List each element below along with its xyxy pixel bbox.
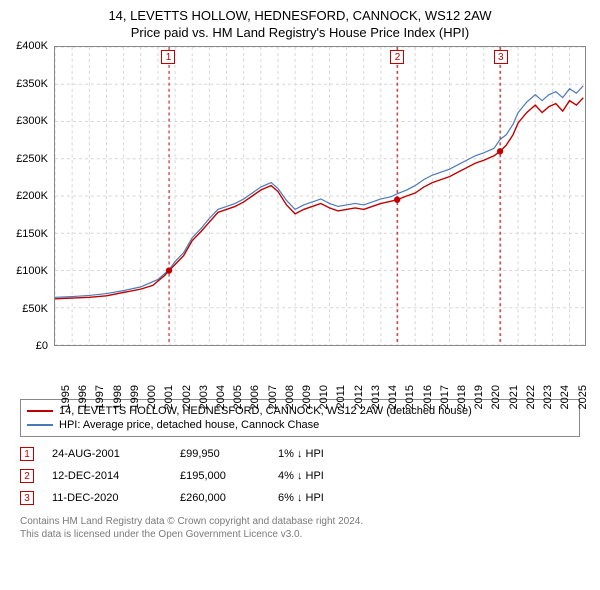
y-tick-label: £350K <box>16 78 48 90</box>
y-tick-label: £50K <box>22 303 48 315</box>
x-tick-label: 2008 <box>284 385 296 409</box>
x-tick-label: 2014 <box>387 385 399 409</box>
events-table: 1 24-AUG-2001 £99,950 1% ↓ HPI 2 12-DEC-… <box>20 443 580 509</box>
x-tick-label: 2025 <box>577 385 589 409</box>
chart-container: 14, LEVETTS HOLLOW, HEDNESFORD, CANNOCK,… <box>0 0 600 590</box>
x-tick-label: 1995 <box>60 385 72 409</box>
event-price: £99,950 <box>180 448 260 460</box>
chart-subtitle: Price paid vs. HM Land Registry's House … <box>10 25 590 40</box>
event-price: £195,000 <box>180 470 260 482</box>
x-tick-label: 2017 <box>439 385 451 409</box>
x-axis-labels: 1995199619971998199920002001200220032004… <box>54 349 586 391</box>
legend-label-hpi: HPI: Average price, detached house, Cann… <box>59 419 319 431</box>
x-tick-label: 2001 <box>164 385 176 409</box>
x-tick-label: 2023 <box>542 385 554 409</box>
legend-swatch-hpi <box>27 424 53 426</box>
x-tick-label: 2012 <box>353 385 365 409</box>
event-marker-2: 2 <box>20 469 34 483</box>
x-tick-label: 1998 <box>112 385 124 409</box>
x-tick-label: 1997 <box>95 385 107 409</box>
x-tick-label: 2010 <box>318 385 330 409</box>
y-axis-labels: £0£50K£100K£150K£200K£250K£300K£350K£400… <box>10 46 52 346</box>
legend-swatch-property <box>27 410 53 412</box>
event-date: 24-AUG-2001 <box>52 448 162 460</box>
event-row: 2 12-DEC-2014 £195,000 4% ↓ HPI <box>20 465 580 487</box>
event-delta: 1% ↓ HPI <box>278 448 324 460</box>
y-tick-label: £150K <box>16 228 48 240</box>
y-tick-label: £300K <box>16 115 48 127</box>
x-tick-label: 2009 <box>301 385 313 409</box>
legend-item-hpi: HPI: Average price, detached house, Cann… <box>27 418 573 432</box>
chart-marker-1: 1 <box>161 50 175 64</box>
event-price: £260,000 <box>180 492 260 504</box>
event-row: 1 24-AUG-2001 £99,950 1% ↓ HPI <box>20 443 580 465</box>
footnote-line1: Contains HM Land Registry data © Crown c… <box>20 515 580 528</box>
x-tick-label: 2016 <box>422 385 434 409</box>
event-delta: 6% ↓ HPI <box>278 492 324 504</box>
y-tick-label: £0 <box>36 340 48 352</box>
y-tick-label: £200K <box>16 190 48 202</box>
x-tick-label: 2007 <box>267 385 279 409</box>
x-tick-label: 2015 <box>405 385 417 409</box>
x-tick-label: 2018 <box>456 385 468 409</box>
x-tick-label: 2024 <box>560 385 572 409</box>
event-row: 3 11-DEC-2020 £260,000 6% ↓ HPI <box>20 487 580 509</box>
x-tick-label: 2004 <box>215 385 227 409</box>
chart-svg <box>55 47 585 345</box>
x-tick-label: 1996 <box>77 385 89 409</box>
x-tick-label: 2020 <box>491 385 503 409</box>
x-tick-label: 2005 <box>232 385 244 409</box>
y-tick-label: £400K <box>16 40 48 52</box>
plot-region <box>54 46 586 346</box>
chart-title-address: 14, LEVETTS HOLLOW, HEDNESFORD, CANNOCK,… <box>10 8 590 23</box>
title-block: 14, LEVETTS HOLLOW, HEDNESFORD, CANNOCK,… <box>10 8 590 40</box>
y-tick-label: £100K <box>16 265 48 277</box>
x-tick-label: 2022 <box>525 385 537 409</box>
x-tick-label: 2019 <box>473 385 485 409</box>
event-date: 12-DEC-2014 <box>52 470 162 482</box>
chart-marker-2: 2 <box>390 50 404 64</box>
event-date: 11-DEC-2020 <box>52 492 162 504</box>
event-marker-3: 3 <box>20 491 34 505</box>
x-tick-label: 2011 <box>335 385 347 409</box>
chart-marker-3: 3 <box>494 50 508 64</box>
x-tick-label: 2006 <box>250 385 262 409</box>
footnote: Contains HM Land Registry data © Crown c… <box>20 515 580 541</box>
chart-area: £0£50K£100K£150K£200K£250K£300K£350K£400… <box>10 46 590 391</box>
x-tick-label: 2000 <box>146 385 158 409</box>
event-delta: 4% ↓ HPI <box>278 470 324 482</box>
x-tick-label: 1999 <box>129 385 141 409</box>
x-tick-label: 2021 <box>508 385 520 409</box>
event-marker-1: 1 <box>20 447 34 461</box>
x-tick-label: 2003 <box>198 385 210 409</box>
x-tick-label: 2013 <box>370 385 382 409</box>
y-tick-label: £250K <box>16 153 48 165</box>
x-tick-label: 2002 <box>181 385 193 409</box>
footnote-line2: This data is licensed under the Open Gov… <box>20 528 580 541</box>
